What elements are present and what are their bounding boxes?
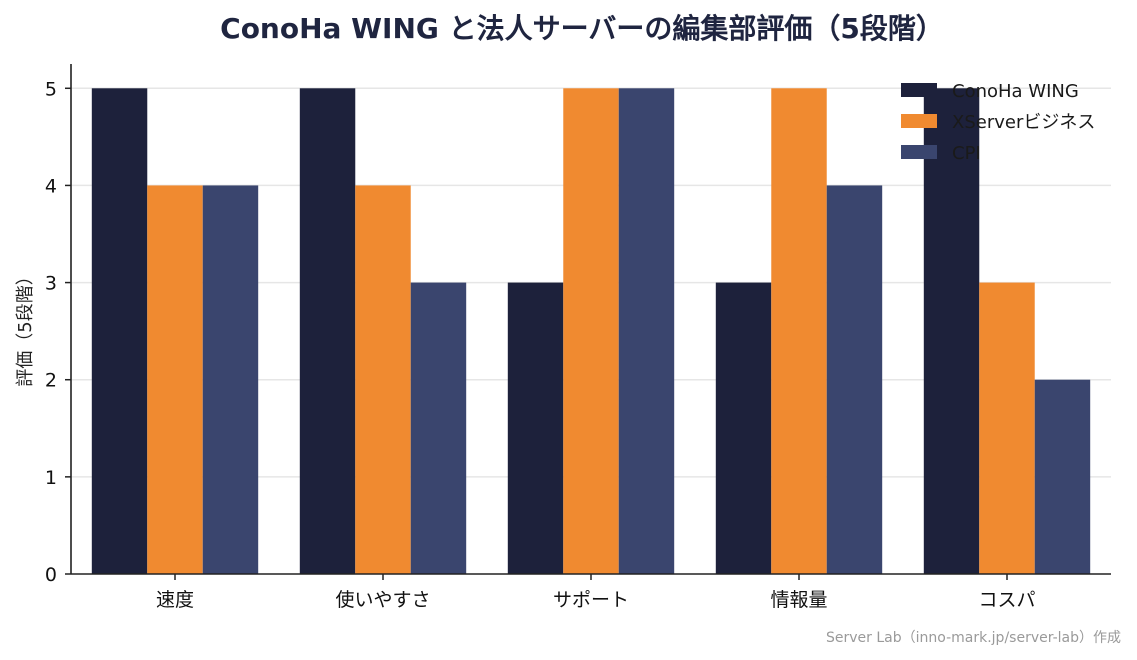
legend-swatch [901, 114, 937, 128]
bar [563, 88, 619, 575]
x-tick-label: 使いやすさ [335, 589, 430, 611]
y-tick-label: 1 [45, 467, 57, 489]
x-ticks: 速度 使いやすさ サポート 情報量 コスパ [156, 574, 1036, 611]
y-tick-label: 2 [45, 370, 57, 392]
bars [91, 88, 1091, 575]
legend-item: XServerビジネス [901, 112, 1095, 133]
y-tick-label: 3 [45, 273, 57, 295]
bar [202, 185, 259, 574]
y-tick-label: 5 [45, 78, 57, 100]
y-ticks: 0 1 2 3 4 5 [45, 78, 71, 586]
y-axis-label: 評価（5段階） [15, 267, 36, 386]
x-tick-label: コスパ [978, 589, 1035, 611]
legend-item: CPI [901, 143, 981, 164]
legend: ConoHa WING XServerビジネス CPI [901, 81, 1095, 164]
legend-swatch [901, 145, 937, 159]
x-tick-label: 情報量 [770, 589, 827, 611]
bar [826, 185, 883, 574]
bar [147, 185, 203, 574]
bar [979, 282, 1035, 574]
bar [618, 88, 675, 575]
chart-title: ConoHa WING と法人サーバーの編集部評価（5段階） [220, 12, 944, 45]
x-tick-label: 速度 [156, 589, 194, 611]
legend-label: CPI [952, 143, 981, 164]
bar [299, 88, 356, 575]
legend-label: XServerビジネス [952, 112, 1095, 133]
bar [355, 185, 411, 574]
y-tick-label: 0 [45, 564, 57, 586]
bar [715, 282, 772, 574]
bar [91, 88, 148, 575]
legend-label: ConoHa WING [952, 81, 1079, 102]
bar [1034, 379, 1091, 574]
y-tick-label: 4 [45, 175, 57, 197]
source-credit: Server Lab（inno-mark.jp/server-lab）作成 [826, 630, 1121, 646]
bar [507, 282, 564, 574]
x-tick-label: サポート [553, 589, 629, 611]
bar [923, 88, 980, 575]
bar [771, 88, 827, 575]
legend-swatch [901, 83, 937, 97]
bar [410, 282, 467, 574]
legend-item: ConoHa WING [901, 81, 1079, 102]
